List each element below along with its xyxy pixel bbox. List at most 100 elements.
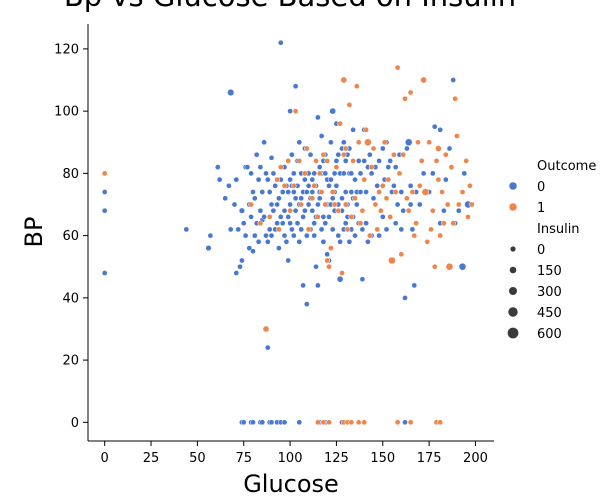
x-tick-label: 150 bbox=[370, 451, 395, 466]
data-point-outcome-1 bbox=[398, 251, 405, 258]
data-point-outcome-0 bbox=[276, 245, 282, 251]
data-point-outcome-1 bbox=[416, 182, 423, 189]
data-point-outcome-0 bbox=[298, 226, 305, 233]
data-point-outcome-1 bbox=[387, 214, 394, 220]
data-point-outcome-0 bbox=[335, 232, 342, 239]
data-point-outcome-1 bbox=[342, 145, 349, 152]
data-point-outcome-0 bbox=[340, 139, 347, 146]
data-point-outcome-0 bbox=[289, 226, 295, 233]
data-point-outcome-1 bbox=[348, 419, 355, 426]
data-point-outcome-1 bbox=[340, 76, 348, 84]
data-point-outcome-0 bbox=[357, 189, 364, 195]
data-point-outcome-0 bbox=[348, 189, 355, 195]
data-point-outcome-0 bbox=[281, 207, 288, 214]
data-point-outcome-1 bbox=[433, 158, 440, 164]
data-point-outcome-0 bbox=[237, 263, 243, 270]
data-point-outcome-0 bbox=[285, 214, 292, 220]
data-point-outcome-1 bbox=[364, 138, 372, 147]
data-point-outcome-1 bbox=[385, 176, 392, 183]
data-point-outcome-0 bbox=[311, 220, 318, 227]
data-point-outcome-0 bbox=[458, 262, 467, 271]
data-point-outcome-0 bbox=[365, 238, 371, 245]
legend-marker-outcome-1 bbox=[508, 202, 518, 212]
data-point-outcome-0 bbox=[374, 182, 381, 189]
data-point-outcome-1 bbox=[266, 214, 273, 220]
data-point-outcome-1 bbox=[437, 232, 444, 239]
legend-size-marker bbox=[507, 327, 519, 339]
data-point-outcome-0 bbox=[441, 207, 447, 214]
data-point-outcome-0 bbox=[383, 226, 390, 233]
data-point-outcome-0 bbox=[322, 220, 329, 227]
data-point-outcome-1 bbox=[452, 95, 458, 102]
x-tick-label: 25 bbox=[143, 451, 160, 466]
data-point-outcome-0 bbox=[287, 220, 293, 227]
data-point-outcome-1 bbox=[413, 220, 419, 227]
data-point-outcome-0 bbox=[363, 189, 369, 195]
data-point-outcome-0 bbox=[398, 226, 405, 233]
data-point-outcome-1 bbox=[315, 214, 321, 220]
data-point-outcome-0 bbox=[264, 344, 271, 351]
data-point-outcome-0 bbox=[248, 214, 254, 220]
data-point-outcome-0 bbox=[339, 195, 345, 202]
data-point-outcome-1 bbox=[315, 419, 321, 426]
data-point-outcome-1 bbox=[324, 257, 331, 264]
data-point-outcome-1 bbox=[467, 182, 473, 189]
data-point-outcome-0 bbox=[264, 238, 271, 245]
data-point-outcome-0 bbox=[328, 176, 334, 183]
data-point-outcome-0 bbox=[379, 145, 386, 152]
legend-size-entries: 0 150 300 450 600 bbox=[507, 243, 562, 342]
data-point-outcome-0 bbox=[264, 176, 271, 183]
data-point-outcome-0 bbox=[350, 126, 356, 133]
data-point-outcome-0 bbox=[281, 419, 288, 426]
data-point-outcome-1 bbox=[400, 151, 407, 158]
data-point-outcome-1 bbox=[374, 226, 381, 233]
legend-hue-title: Outcome bbox=[537, 159, 596, 174]
data-point-outcome-0 bbox=[289, 151, 295, 158]
data-point-outcome-0 bbox=[255, 176, 262, 183]
x-tick-label: 125 bbox=[324, 451, 349, 466]
data-point-outcome-1 bbox=[318, 189, 325, 195]
data-point-outcome-1 bbox=[409, 189, 416, 195]
data-point-outcome-1 bbox=[281, 182, 288, 189]
data-point-outcome-0 bbox=[376, 158, 382, 164]
x-tick-label: 75 bbox=[235, 451, 252, 466]
data-point-outcome-1 bbox=[435, 145, 442, 152]
data-point-outcome-1 bbox=[353, 83, 360, 90]
data-point-outcome-1 bbox=[429, 207, 436, 214]
data-point-outcome-1 bbox=[322, 201, 329, 208]
data-point-outcome-1 bbox=[101, 170, 108, 177]
data-point-outcome-0 bbox=[313, 263, 319, 270]
data-point-outcome-0 bbox=[240, 419, 247, 426]
data-point-outcome-0 bbox=[392, 164, 399, 170]
data-point-outcome-0 bbox=[259, 419, 266, 426]
axes bbox=[87, 24, 494, 442]
legend-size-label: 600 bbox=[537, 327, 562, 342]
data-point-outcome-0 bbox=[328, 139, 334, 146]
data-point-outcome-0 bbox=[391, 182, 397, 189]
data-point-outcome-0 bbox=[379, 214, 386, 220]
data-point-outcome-0 bbox=[250, 189, 256, 195]
data-point-outcome-0 bbox=[318, 133, 325, 139]
data-point-outcome-1 bbox=[320, 151, 327, 158]
data-point-outcome-1 bbox=[381, 139, 388, 146]
data-point-outcome-1 bbox=[441, 220, 447, 227]
data-point-outcome-0 bbox=[342, 220, 349, 227]
data-point-outcome-0 bbox=[263, 232, 269, 239]
x-axis-label: Glucose bbox=[243, 470, 339, 498]
data-point-outcome-0 bbox=[285, 257, 292, 264]
data-point-outcome-0 bbox=[287, 108, 293, 114]
data-point-outcome-1 bbox=[363, 126, 369, 133]
data-point-outcome-0 bbox=[394, 201, 401, 208]
data-point-outcome-1 bbox=[468, 201, 475, 208]
data-point-outcome-1 bbox=[324, 158, 331, 164]
x-tick-label: 100 bbox=[278, 451, 303, 466]
data-point-outcome-1 bbox=[444, 201, 451, 208]
data-point-outcome-0 bbox=[404, 145, 410, 152]
data-point-outcome-1 bbox=[257, 220, 264, 227]
data-point-outcome-0 bbox=[300, 214, 306, 220]
data-point-outcome-0 bbox=[315, 282, 321, 289]
data-point-outcome-1 bbox=[421, 188, 430, 196]
y-ticks: 0 20 40 60 80 100 120 bbox=[54, 42, 88, 431]
data-point-outcome-0 bbox=[307, 151, 314, 158]
